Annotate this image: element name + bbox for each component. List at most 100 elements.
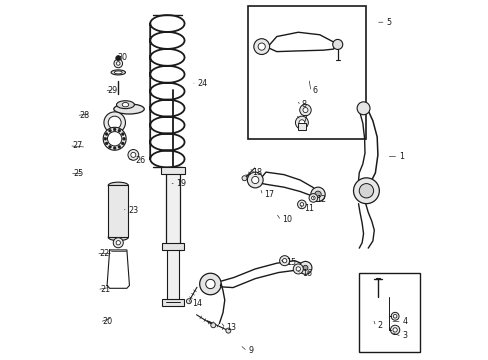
Circle shape [122, 137, 125, 140]
Circle shape [205, 279, 215, 289]
Text: 13: 13 [226, 323, 236, 332]
Bar [108, 185, 128, 237]
Circle shape [258, 43, 265, 50]
Text: 25: 25 [73, 169, 83, 178]
Bar [247, 6, 366, 139]
Text: 6: 6 [312, 86, 317, 95]
Text: 9: 9 [247, 346, 253, 355]
Ellipse shape [111, 70, 125, 75]
Bar [359, 273, 419, 352]
Circle shape [279, 256, 289, 266]
Bar [297, 123, 305, 130]
Circle shape [104, 112, 125, 134]
Text: 17: 17 [264, 190, 274, 199]
Text: 5: 5 [386, 18, 390, 27]
Circle shape [390, 312, 398, 320]
Circle shape [199, 273, 221, 295]
Text: 11: 11 [303, 204, 313, 213]
Text: 4: 4 [402, 317, 407, 326]
Circle shape [251, 176, 258, 184]
Ellipse shape [108, 182, 128, 189]
Circle shape [116, 55, 121, 60]
Ellipse shape [114, 71, 122, 74]
Circle shape [114, 59, 122, 68]
Circle shape [300, 203, 303, 206]
Text: 22: 22 [99, 249, 109, 258]
Circle shape [128, 149, 139, 160]
Circle shape [332, 40, 342, 49]
Text: 27: 27 [72, 141, 82, 150]
Ellipse shape [296, 121, 306, 125]
Circle shape [299, 104, 310, 116]
Ellipse shape [122, 103, 128, 107]
Bar [165, 167, 180, 244]
Circle shape [113, 147, 116, 149]
Circle shape [392, 315, 396, 318]
Circle shape [353, 178, 379, 204]
Text: 19: 19 [176, 179, 186, 188]
Text: 12: 12 [316, 195, 325, 204]
Text: 18: 18 [251, 168, 261, 177]
Text: 14: 14 [192, 299, 202, 308]
Circle shape [113, 128, 116, 131]
Text: 23: 23 [128, 206, 138, 215]
Circle shape [108, 145, 111, 148]
Circle shape [310, 187, 325, 202]
Circle shape [131, 152, 136, 157]
Circle shape [118, 145, 121, 148]
Circle shape [303, 265, 307, 270]
Ellipse shape [116, 101, 134, 109]
Text: 10: 10 [282, 215, 291, 224]
Circle shape [186, 299, 191, 304]
Text: 24: 24 [197, 79, 207, 88]
Bar [162, 243, 183, 250]
Text: 28: 28 [80, 111, 89, 120]
Circle shape [116, 240, 120, 245]
Circle shape [103, 127, 126, 150]
Circle shape [108, 116, 121, 129]
Circle shape [242, 176, 246, 181]
Circle shape [311, 196, 314, 200]
Circle shape [121, 133, 124, 135]
Circle shape [359, 184, 373, 198]
Circle shape [105, 142, 108, 145]
Circle shape [389, 325, 399, 334]
Bar [160, 167, 184, 174]
Text: 29: 29 [107, 86, 118, 95]
Circle shape [293, 264, 303, 274]
Text: 16: 16 [301, 269, 311, 278]
Text: 21: 21 [100, 285, 110, 294]
Circle shape [247, 172, 263, 188]
Ellipse shape [114, 104, 144, 114]
Circle shape [210, 323, 215, 328]
Circle shape [356, 102, 369, 115]
Circle shape [118, 129, 121, 132]
Circle shape [314, 191, 321, 198]
Text: 3: 3 [402, 332, 407, 341]
Circle shape [116, 62, 120, 65]
Circle shape [107, 132, 122, 146]
Text: 7: 7 [301, 114, 306, 123]
Text: 2: 2 [376, 321, 382, 330]
Circle shape [113, 238, 123, 248]
Text: 1: 1 [398, 152, 403, 161]
Ellipse shape [108, 234, 128, 240]
Text: 20: 20 [102, 317, 113, 326]
Circle shape [298, 120, 304, 126]
Text: 26: 26 [135, 156, 145, 165]
Circle shape [295, 116, 308, 129]
Circle shape [308, 194, 317, 202]
Circle shape [282, 258, 286, 263]
Text: 15: 15 [285, 258, 296, 267]
Circle shape [105, 133, 108, 135]
Circle shape [108, 129, 111, 132]
Circle shape [298, 261, 311, 274]
Circle shape [253, 39, 269, 54]
Circle shape [392, 328, 396, 332]
Circle shape [297, 200, 305, 209]
Bar [167, 244, 178, 302]
Text: 30: 30 [117, 53, 127, 62]
Circle shape [121, 142, 124, 145]
Circle shape [104, 137, 106, 140]
Circle shape [296, 267, 300, 271]
